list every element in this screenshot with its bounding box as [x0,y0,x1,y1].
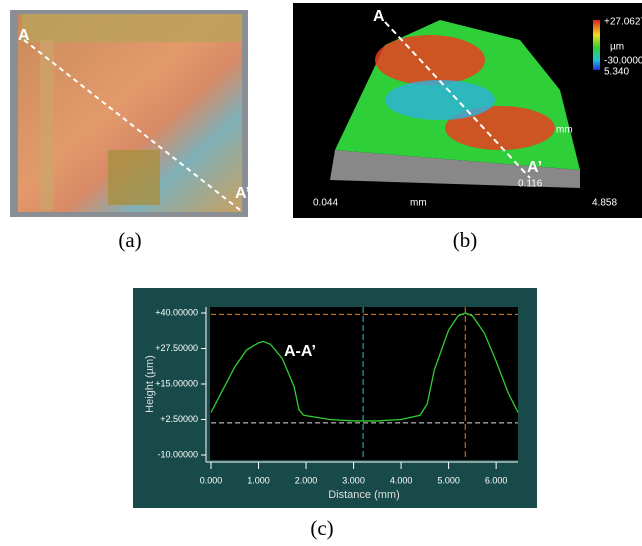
y-tick-label: +27.50000 [155,343,198,353]
colorbar-unit: µm [610,42,624,53]
y-tick-label: +2.50000 [160,414,198,424]
y-tick-label: -10.00000 [157,449,198,459]
x-tick-label: 1.000 [247,475,270,485]
valley [385,80,495,120]
y-axis-label: Height (µm) [144,355,156,413]
figure: A A’ (a) A A’ +27.06278 µm -30.00000 5.3… [0,0,642,541]
caption: (a) [118,228,141,252]
caption: (b) [453,228,478,252]
start-label: A [373,8,385,25]
x-tick-label: 6.000 [485,475,508,485]
circuit-top [22,14,242,42]
y-tick-label: +40.00000 [155,307,198,317]
colorbar-max: +27.06278 [604,17,642,28]
caption: (c) [310,516,333,540]
y-tick-label: +15.00000 [155,378,198,388]
circuit-strip [40,40,54,210]
peak [375,35,485,85]
colorbar [593,20,600,70]
depth-unit: mm [556,125,573,136]
x-tick-label: 0.000 [200,475,223,485]
panel-b: A A’ +27.06278 µm -30.00000 5.340 mm 0.1… [293,3,642,218]
x-min: 0.044 [313,198,338,209]
depth-min: 0.116 [518,179,543,190]
start-label: A [18,27,30,44]
panel-a: A A’ [10,10,250,217]
depth-max: 5.340 [604,67,629,78]
x-tick-label: 3.000 [342,475,365,485]
circuit-block [108,150,160,205]
chart-title: A-A’ [284,343,316,360]
x-tick-label: 5.000 [437,475,460,485]
colorbar-min: -30.00000 [604,56,642,67]
x-max: 4.858 [592,198,617,209]
end-label: A’ [527,159,542,176]
x-tick-label: 4.000 [390,475,413,485]
x-tick-label: 2.000 [295,475,318,485]
x-unit: mm [410,198,427,209]
plot-area [210,307,518,460]
x-axis-label: Distance (mm) [328,489,400,501]
end-label: A’ [235,185,250,202]
